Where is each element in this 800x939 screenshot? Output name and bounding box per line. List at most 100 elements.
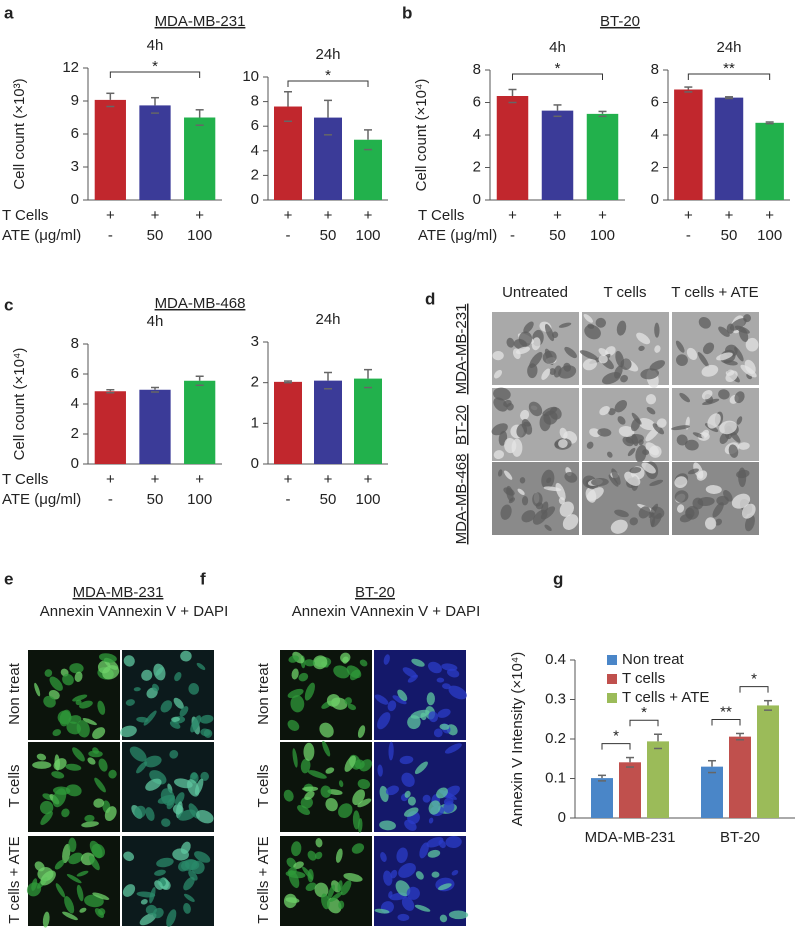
significance-label: * [325, 67, 331, 84]
cell [347, 703, 357, 711]
cell [292, 748, 298, 768]
cell [380, 851, 387, 862]
significance-label: * [613, 728, 619, 745]
x-tick-label: - [286, 491, 291, 508]
cell [337, 880, 343, 892]
cell [98, 758, 108, 772]
cell [701, 429, 709, 439]
cell [716, 352, 733, 361]
x-tick-label: + [765, 207, 774, 224]
cell [34, 682, 41, 697]
cell [719, 420, 737, 435]
row-label: Non treat [255, 662, 272, 725]
cell [338, 780, 344, 788]
cell [288, 655, 299, 663]
cell [631, 434, 639, 447]
y-tick-label: 8 [71, 335, 79, 352]
y-tick-label: 6 [71, 365, 79, 382]
cell [108, 769, 117, 779]
x-tick-label: 100 [757, 227, 782, 244]
bar [139, 389, 171, 464]
cell [654, 322, 660, 338]
micrograph [374, 650, 467, 740]
cell [705, 485, 722, 494]
significance-label: * [152, 58, 158, 75]
micrograph [280, 740, 373, 833]
bar [714, 97, 744, 200]
cell [428, 800, 441, 815]
treatment-label: T Cells [2, 207, 48, 224]
micrograph [28, 742, 120, 832]
cell [614, 400, 628, 413]
y-tick-label: 0.3 [545, 690, 566, 707]
cell [88, 750, 103, 758]
cell [506, 337, 515, 348]
cell [32, 761, 52, 769]
panel-letter: e [4, 569, 13, 588]
y-tick-label: 8 [473, 61, 481, 78]
cell [398, 863, 416, 878]
x-tick-label: + [106, 207, 115, 224]
cell [133, 687, 141, 692]
y-tick-label: 12 [62, 59, 79, 76]
cell [591, 478, 609, 487]
cell [49, 676, 63, 691]
chart-title: 4h [147, 37, 164, 54]
cell [736, 416, 743, 425]
cell [325, 797, 338, 812]
y-tick-label: 6 [473, 93, 481, 110]
bar [541, 110, 574, 200]
cell [84, 814, 95, 823]
cell [65, 784, 82, 797]
cell [66, 874, 82, 884]
cell [333, 665, 350, 679]
column-label: Untreated [502, 284, 568, 301]
cell [44, 669, 53, 677]
cell [649, 479, 664, 487]
error-bar [725, 96, 733, 100]
cell [555, 482, 566, 501]
cell [419, 842, 429, 859]
cell [493, 397, 508, 412]
x-tick-label: 50 [320, 491, 337, 508]
cell [298, 672, 309, 682]
cell [340, 652, 351, 663]
cell [141, 669, 153, 681]
cell [383, 870, 393, 886]
cell [307, 770, 327, 779]
bar [314, 117, 342, 200]
cell [40, 811, 53, 826]
bar [314, 380, 342, 464]
bar [757, 705, 779, 818]
cell [532, 492, 543, 507]
x-tick-label: MDA-MB-231 [585, 829, 676, 846]
cell [656, 418, 667, 428]
cell [437, 883, 452, 891]
x-tick-label: + [324, 471, 333, 488]
cell [652, 423, 665, 435]
cell [446, 668, 460, 678]
significance-bracket [512, 73, 603, 80]
cell [508, 497, 516, 504]
cell [448, 910, 469, 920]
cell [638, 439, 644, 446]
cell [564, 471, 578, 483]
cell [183, 893, 195, 902]
cell [517, 488, 525, 496]
cell [65, 763, 82, 771]
x-tick-label: 50 [721, 227, 738, 244]
cell [589, 428, 601, 438]
bar [139, 105, 171, 200]
error-bar [764, 699, 772, 711]
cell [302, 786, 319, 792]
cell [642, 449, 650, 456]
cell [93, 798, 105, 808]
cell [385, 785, 399, 796]
cell [136, 891, 156, 898]
cell [439, 723, 450, 730]
cell [94, 777, 106, 793]
y-tick-label: 0 [251, 455, 259, 472]
cell [579, 350, 598, 360]
micrograph [671, 388, 759, 461]
cell [677, 504, 685, 513]
